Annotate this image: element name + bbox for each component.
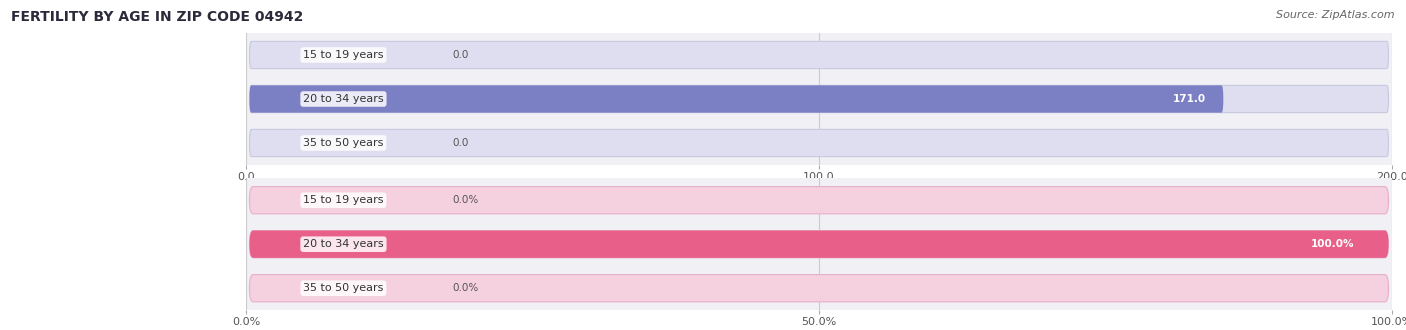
FancyBboxPatch shape [249,231,1389,258]
FancyBboxPatch shape [249,129,1389,157]
Text: 0.0%: 0.0% [453,195,478,205]
Text: Source: ZipAtlas.com: Source: ZipAtlas.com [1277,10,1395,20]
FancyBboxPatch shape [249,186,1389,214]
FancyBboxPatch shape [249,231,1389,258]
Text: 0.0%: 0.0% [453,283,478,293]
Text: 35 to 50 years: 35 to 50 years [304,138,384,148]
FancyBboxPatch shape [249,41,1389,69]
FancyBboxPatch shape [249,85,1389,113]
Text: FERTILITY BY AGE IN ZIP CODE 04942: FERTILITY BY AGE IN ZIP CODE 04942 [11,10,304,24]
Text: 0.0: 0.0 [453,50,468,60]
Text: 15 to 19 years: 15 to 19 years [304,195,384,205]
Text: 15 to 19 years: 15 to 19 years [304,50,384,60]
Text: 100.0%: 100.0% [1310,239,1354,249]
Text: 35 to 50 years: 35 to 50 years [304,283,384,293]
Text: 20 to 34 years: 20 to 34 years [304,94,384,104]
Text: 171.0: 171.0 [1173,94,1206,104]
Text: 0.0: 0.0 [453,138,468,148]
Text: 20 to 34 years: 20 to 34 years [304,239,384,249]
FancyBboxPatch shape [249,275,1389,302]
FancyBboxPatch shape [249,85,1223,113]
